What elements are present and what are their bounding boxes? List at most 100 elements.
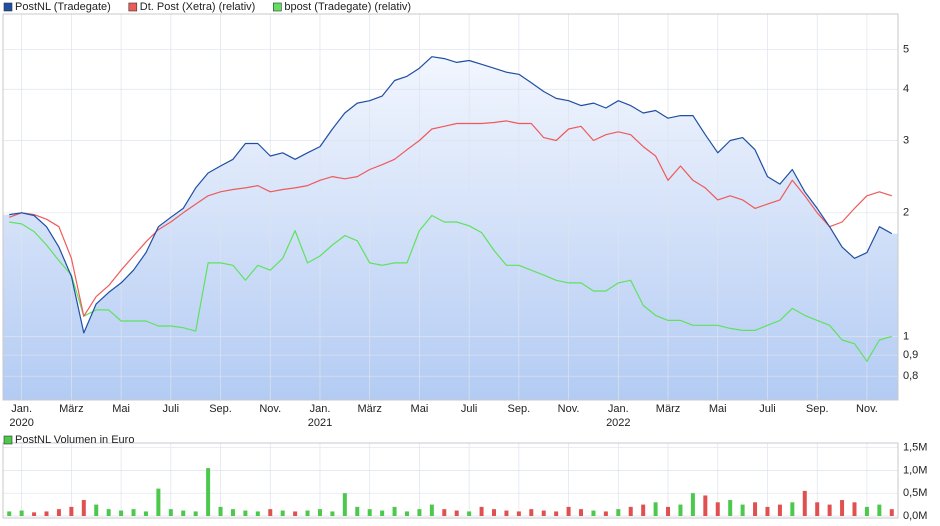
- volume-bar: [504, 510, 509, 516]
- volume-bar: [529, 509, 534, 516]
- y-tick-label: 1: [903, 330, 909, 342]
- volume-bar: [56, 509, 61, 516]
- volume-bar: [653, 502, 658, 516]
- x-tick-label: Sep.: [209, 403, 232, 415]
- volume-bar: [94, 504, 99, 516]
- volume-bar: [143, 511, 148, 516]
- x-tick-label: März: [656, 403, 680, 415]
- volume-bar: [628, 506, 633, 516]
- y-tick-label: 5: [903, 43, 909, 55]
- legend-swatch: [3, 435, 13, 445]
- volume-bar: [864, 506, 869, 516]
- volume-bar: [69, 506, 74, 516]
- volume-bar: [392, 506, 397, 516]
- y-tick-label: 2: [903, 207, 909, 219]
- volume-bar: [255, 511, 260, 516]
- plot-frame: [2, 13, 899, 401]
- volume-bar: [429, 504, 434, 516]
- volume-bar: [591, 510, 596, 516]
- volume-bar: [492, 509, 497, 516]
- plot-frame: [2, 442, 899, 519]
- volume-bar: [579, 509, 584, 516]
- volume-bar: [243, 510, 248, 516]
- volume-bar: [19, 510, 24, 516]
- volume-bar: [81, 500, 86, 516]
- area: [3, 56, 898, 400]
- volume-bar: [603, 511, 608, 516]
- volume-bar: [119, 510, 124, 516]
- volume-bar: [877, 504, 882, 516]
- volume-bar: [678, 504, 683, 516]
- legend-label: PostNL (Tradegate): [15, 1, 111, 13]
- volume-bar: [802, 490, 807, 516]
- volume-bar: [330, 511, 335, 516]
- volume-bar: [690, 493, 695, 516]
- volume-bar: [740, 504, 745, 516]
- volume-bar: [666, 506, 671, 516]
- volume-bar: [641, 504, 646, 516]
- volume-bar: [367, 509, 372, 516]
- y-tick-label: 0,9: [903, 349, 918, 361]
- x-tick-label: Jan.: [310, 403, 331, 415]
- x-tick-label: Juli: [163, 403, 180, 415]
- x-tick-label: Sep.: [508, 403, 531, 415]
- volume-bar: [765, 506, 770, 516]
- volume-bar: [852, 502, 857, 516]
- volume-bar: [218, 506, 223, 516]
- line-series: [9, 56, 893, 334]
- volume-bar: [442, 509, 447, 516]
- volume-bar: [293, 511, 298, 516]
- x-tick-label: Mai: [112, 403, 130, 415]
- volume-bar: [305, 510, 310, 516]
- legend-label: bpost (Tradegate) (relativ): [284, 1, 411, 13]
- x-tick-label: Juli: [759, 403, 776, 415]
- volume-bar: [32, 512, 37, 516]
- x-tick-label: Jan.: [608, 403, 629, 415]
- volume-bar: [106, 509, 111, 516]
- y-tick-label: 4: [903, 83, 909, 95]
- y-tick-label: 1,0M: [903, 464, 927, 476]
- x-tick-label: Juli: [461, 403, 478, 415]
- y-tick-label: 0,0M: [903, 510, 927, 522]
- y-tick-label: 3: [903, 134, 909, 146]
- volume-bar: [703, 495, 708, 516]
- volume-bar: [7, 511, 12, 516]
- volume-bar: [404, 511, 409, 516]
- volume-bar: [541, 510, 546, 516]
- volume-bar: [728, 500, 733, 516]
- volume-bar: [417, 509, 422, 516]
- volume-bar: [889, 509, 894, 516]
- y-tick-label: 0,5M: [903, 487, 927, 499]
- legend-swatch: [3, 2, 13, 12]
- volume-bar: [355, 506, 360, 516]
- volume-bar: [156, 488, 161, 516]
- volume-bar: [181, 510, 186, 516]
- x-tick-label: Nov.: [558, 403, 580, 415]
- volume-bar: [131, 509, 136, 516]
- legend-label: PostNL Volumen in Euro: [15, 434, 134, 446]
- volume-bar: [479, 506, 484, 516]
- volume-bar: [516, 511, 521, 516]
- volume-bar: [268, 509, 273, 516]
- volume-bar: [815, 502, 820, 516]
- x-tick-label: Jan.: [11, 403, 32, 415]
- legend-label: Dt. Post (Xetra) (relativ): [140, 1, 256, 13]
- volume-bar: [280, 510, 285, 516]
- x-year-label: 2021: [308, 417, 332, 429]
- x-tick-label: Nov.: [259, 403, 281, 415]
- volume-bar: [44, 511, 49, 516]
- volume-bar: [193, 511, 198, 516]
- x-tick-label: März: [59, 403, 83, 415]
- volume-bar: [790, 502, 795, 516]
- x-year-label: 2020: [9, 417, 33, 429]
- x-tick-label: Nov.: [856, 403, 878, 415]
- legend-swatch: [128, 2, 138, 12]
- line-series: [9, 214, 892, 362]
- x-tick-label: März: [357, 403, 381, 415]
- x-tick-label: Mai: [411, 403, 429, 415]
- volume-bar: [566, 506, 571, 516]
- volume-bar: [380, 510, 385, 516]
- volume-bar: [454, 510, 459, 516]
- volume-bar: [827, 504, 832, 516]
